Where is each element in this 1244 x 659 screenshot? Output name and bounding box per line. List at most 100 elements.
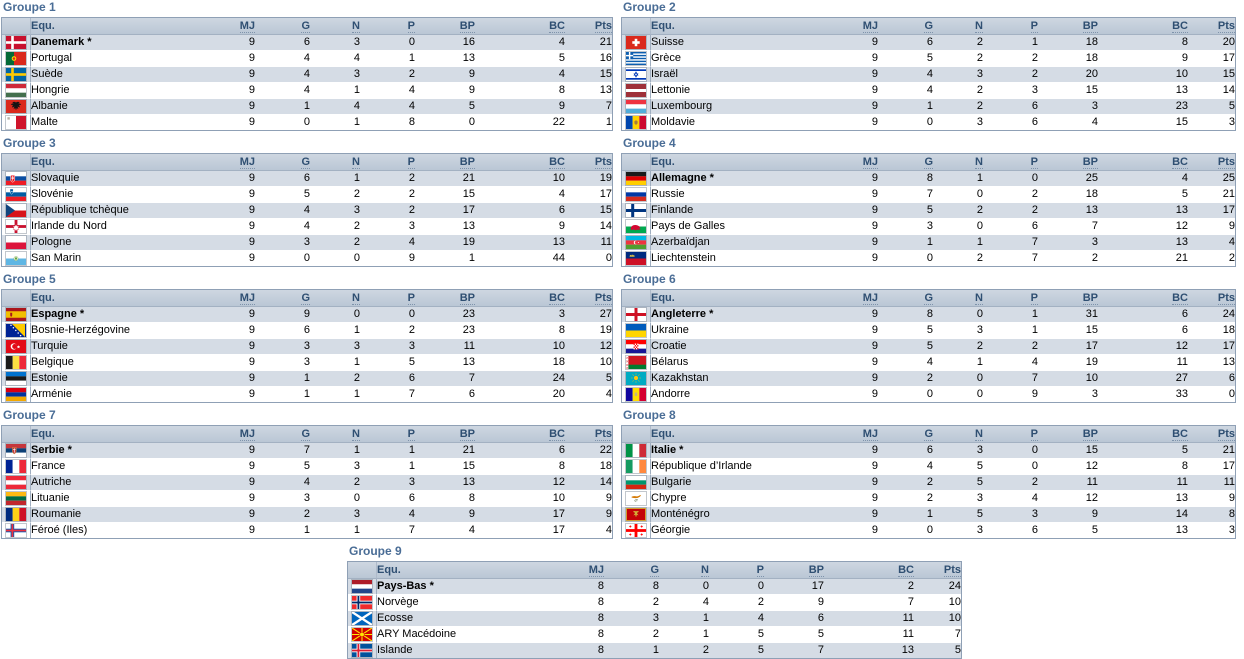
stat-bc: 10 <box>475 171 565 187</box>
stat-n: 3 <box>933 323 983 339</box>
column-header-g: G <box>878 426 933 443</box>
stat-n: 1 <box>933 235 983 251</box>
team-name: Géorgie <box>651 523 823 538</box>
team-name: Lituanie <box>31 491 200 507</box>
team-row: Luxembourg 9 1 2 6 3 23 5 <box>622 99 1235 115</box>
group-title: Groupe 4 <box>623 136 676 150</box>
stat-pts: 5 <box>1188 99 1235 115</box>
column-abbr: P <box>407 156 415 169</box>
stat-mj: 9 <box>200 99 255 115</box>
column-header-p: P <box>360 426 415 443</box>
stat-pts: 3 <box>1188 523 1235 538</box>
column-header-mj: MJ <box>200 18 255 35</box>
flag-cell <box>622 507 651 523</box>
column-abbr: G <box>301 156 310 169</box>
team-name: Grèce <box>651 51 823 67</box>
column-abbr: N <box>701 564 709 577</box>
stat-pts: 15 <box>565 203 612 219</box>
column-abbr: N <box>352 292 360 305</box>
stat-bp: 3 <box>1038 235 1098 251</box>
column-abbr: N <box>975 20 983 33</box>
stat-n: 1 <box>659 611 709 627</box>
stat-bc: 5 <box>1098 443 1188 459</box>
stat-bc: 15 <box>1098 115 1188 130</box>
stat-pts: 4 <box>565 523 612 538</box>
stat-bp: 9 <box>415 507 475 523</box>
column-header-p: P <box>983 18 1038 35</box>
team-name: San Marin <box>31 251 200 266</box>
stat-pts: 19 <box>565 171 612 187</box>
flag-cell <box>2 387 31 402</box>
team-name: Danemark * <box>31 35 200 51</box>
flag-estonia-icon <box>6 371 26 385</box>
stat-mj: 8 <box>549 595 604 611</box>
stat-pts: 17 <box>565 187 612 203</box>
stat-bc: 10 <box>475 491 565 507</box>
team-row: Suisse 9 6 2 1 18 8 20 <box>622 35 1235 51</box>
header-row: Equ. MJ G N P BP BC Pts <box>622 290 1235 307</box>
stat-p: 1 <box>983 307 1038 323</box>
column-abbr: P <box>756 564 764 577</box>
stat-n: 2 <box>933 35 983 51</box>
stat-mj: 9 <box>200 67 255 83</box>
stat-n: 2 <box>933 203 983 219</box>
stat-bc: 9 <box>475 219 565 235</box>
column-header-n: N <box>933 290 983 307</box>
flag-slovenia-icon <box>6 187 26 201</box>
column-abbr: BP <box>459 292 475 305</box>
stat-bc: 8 <box>1098 459 1188 475</box>
team-name: Turquie <box>31 339 200 355</box>
team-name: Moldavie <box>651 115 823 130</box>
flag-cell <box>348 627 377 643</box>
stat-g: 4 <box>255 51 310 67</box>
column-abbr: Pts <box>1217 20 1235 33</box>
column-abbr: BC <box>1172 428 1188 441</box>
column-abbr: BP <box>808 564 824 577</box>
flag-cell <box>622 99 651 115</box>
flag-column-header <box>622 154 651 171</box>
stat-bc: 8 <box>475 83 565 99</box>
team-name: Croatie <box>651 339 823 355</box>
stat-mj: 9 <box>200 83 255 99</box>
stat-bc: 9 <box>475 99 565 115</box>
stat-bp: 9 <box>1038 507 1098 523</box>
stat-pts: 17 <box>1188 339 1235 355</box>
group-block: Groupe 8 Equ. MJ G N P BP BC Pts Italie * 9 6 3 0 15… <box>621 409 1236 539</box>
stat-g: 6 <box>255 35 310 51</box>
standings-table: Equ. MJ G N P BP BC Pts Allemagne * 9 8 1 0 25 4 25 Rus… <box>621 153 1236 267</box>
column-abbr: N <box>352 20 360 33</box>
stat-pts: 9 <box>565 507 612 523</box>
stat-bc: 44 <box>475 251 565 266</box>
stat-n: 3 <box>310 507 360 523</box>
stat-g: 2 <box>604 627 659 643</box>
stat-n: 3 <box>933 443 983 459</box>
stat-bc: 12 <box>1098 339 1188 355</box>
flag-azerbaijan-icon <box>626 235 646 249</box>
column-header-equ: Equ. <box>651 426 823 443</box>
group-block: Groupe 3 Equ. MJ G N P BP BC Pts Slovaquie 9 6 1 2 2… <box>1 137 613 267</box>
stat-mj: 8 <box>549 579 604 595</box>
column-header-equ: Equ. <box>31 290 200 307</box>
stat-mj: 9 <box>823 475 878 491</box>
stat-g: 0 <box>878 387 933 402</box>
flag-scotland-icon <box>352 611 372 625</box>
flag-finland-icon <box>626 203 646 217</box>
flag-serbia-icon <box>6 443 26 457</box>
flag-cell <box>622 387 651 402</box>
stat-bp: 31 <box>1038 307 1098 323</box>
column-abbr: P <box>1030 20 1038 33</box>
stat-g: 3 <box>255 355 310 371</box>
stat-g: 6 <box>255 323 310 339</box>
team-row: Islande 8 1 2 5 7 13 5 <box>348 643 961 658</box>
flag-slovakia-icon <box>6 171 26 185</box>
stat-n: 0 <box>933 387 983 402</box>
team-name: Luxembourg <box>651 99 823 115</box>
column-abbr: MJ <box>239 20 255 33</box>
stat-p: 0 <box>983 171 1038 187</box>
flag-cell <box>622 83 651 99</box>
stat-p: 9 <box>360 251 415 266</box>
flag-cell <box>2 83 31 99</box>
standings-table: Equ. MJ G N P BP BC Pts Pays-Bas * 8 8 0 0 17 2 24 Norv… <box>347 561 962 659</box>
stat-p: 2 <box>983 67 1038 83</box>
column-header-mj: MJ <box>823 290 878 307</box>
